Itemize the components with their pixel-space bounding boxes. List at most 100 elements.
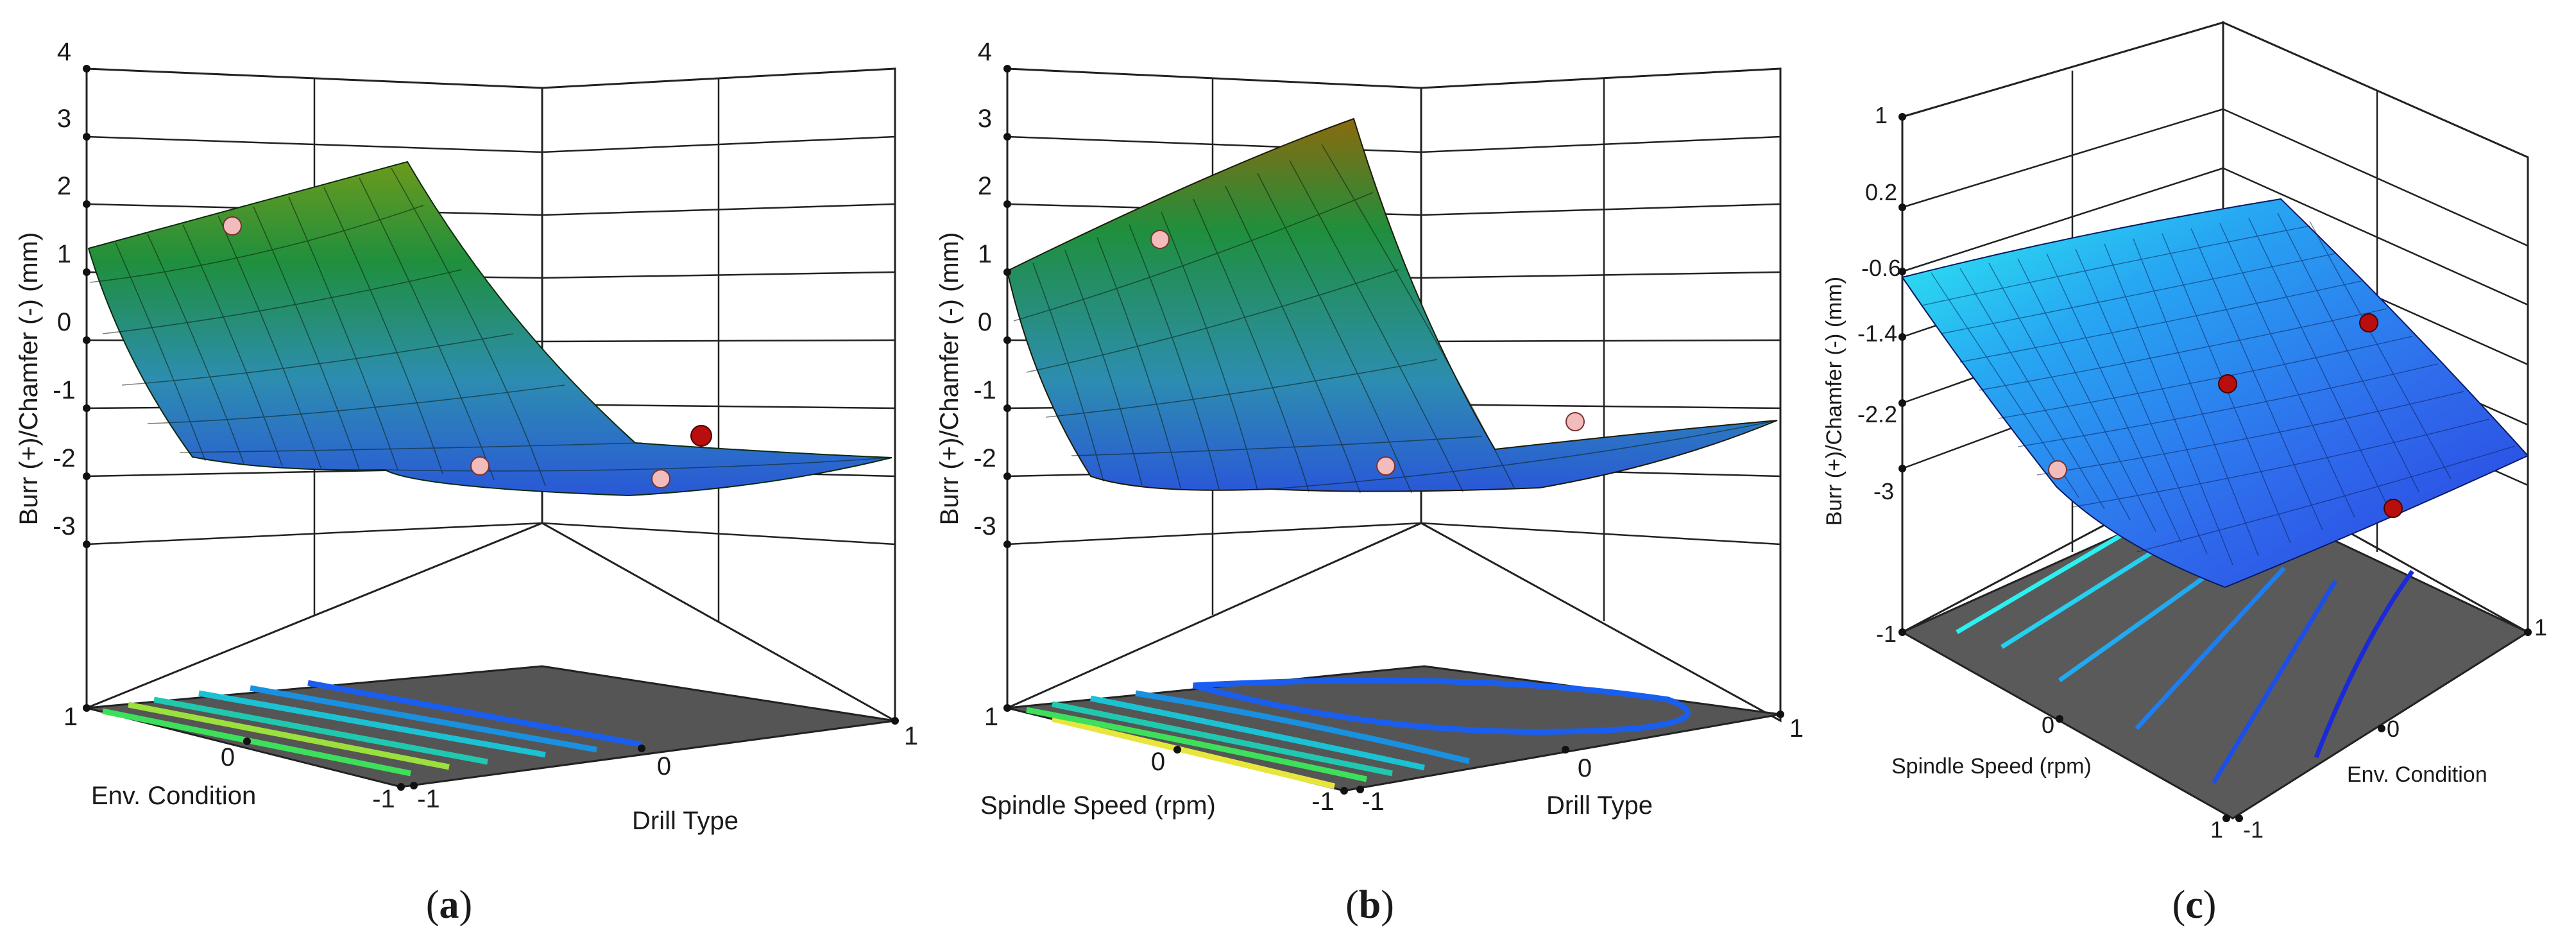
panel-b-caption-open: ( <box>1345 883 1359 927</box>
panel-c-z-label: Burr (+)/Chamfer (-) (mm) <box>1822 277 1847 526</box>
panel-c-contour-line <box>2000 534 2179 649</box>
panel-b-z-tick: 4 <box>978 38 992 66</box>
panel-b: 4 3 2 1 0 -1 -2 -3 Burr (+)/Chamfer (-) … <box>935 38 1804 927</box>
panel-b-x-tick: 1 <box>984 703 998 731</box>
panel-a-caption-close: ) <box>459 883 473 927</box>
panel-a-z-label: Burr (+)/Chamfer (-) (mm) <box>15 232 43 526</box>
panel-c-caption: (c) <box>2172 883 2217 927</box>
panel-b-z-tick: 0 <box>978 308 992 336</box>
panel-a-z-tick: -3 <box>53 512 76 540</box>
panel-b-caption-close: ) <box>1381 883 1394 927</box>
panel-b-z-tick: 2 <box>978 172 992 200</box>
panel-a-caption-open: ( <box>426 883 439 927</box>
panel-a-contour-line <box>307 680 642 748</box>
panel-c-z-tick: -2.2 <box>1857 401 1897 427</box>
panel-c-contour-line <box>2058 560 2228 682</box>
panel-c-design-point <box>2359 313 2378 332</box>
panel-a-z-tick: 4 <box>57 38 71 66</box>
panel-a-z-tick: 1 <box>57 240 71 268</box>
panel-b-z-tick: -2 <box>973 444 996 472</box>
panel-b-z-tick: -3 <box>973 512 996 540</box>
panel-a-z-tick: 0 <box>57 308 71 336</box>
panel-b-contour-line <box>1051 716 1336 789</box>
panel-a-design-point <box>690 425 712 447</box>
panel-c-design-point <box>2048 460 2067 479</box>
panel-c: 1 0.2 -0.6 -1.4 -2.2 -3 Burr (+)/Chamfer… <box>1822 21 2547 927</box>
panel-b-contour-line <box>1135 690 1471 764</box>
panel-b-caption: (b) <box>1345 883 1394 927</box>
panel-c-caption-open: ( <box>2172 883 2186 927</box>
panel-a-x-label: Env. Condition <box>91 782 256 810</box>
panel-c-z-tick: 0.2 <box>1865 179 1897 205</box>
panel-c-z-tick: 1 <box>1875 102 1888 128</box>
panel-c-contour-line <box>2135 566 2286 730</box>
panel-a-y-tick: 1 <box>904 722 918 750</box>
panel-b-z-label: Burr (+)/Chamfer (-) (mm) <box>935 232 964 526</box>
panel-c-design-point <box>2218 374 2237 393</box>
panel-c-z-tick: -3 <box>1873 478 1894 504</box>
panel-b-design-point <box>1565 412 1585 431</box>
panel-a-z-tick: -1 <box>53 376 76 404</box>
panel-a-design-point <box>223 216 242 236</box>
panel-a-design-point <box>470 456 490 476</box>
panel-b-axis-dots <box>1003 65 1784 795</box>
panel-b-y-tick: 1 <box>1789 714 1804 743</box>
panel-a-contour-line <box>128 702 450 770</box>
panel-c-x-tick: -1 <box>1876 621 1897 647</box>
panel-c-y-tick: 0 <box>2387 716 2400 742</box>
panel-b-design-point <box>1150 230 1170 249</box>
panel-b-contour-line <box>1052 701 1393 777</box>
panel-a-mesh <box>89 168 892 487</box>
panel-b-y-tick: -1 <box>1361 788 1385 816</box>
panel-c-axis-dots <box>1898 113 2532 822</box>
panel-c-z-tick: -1.4 <box>1857 320 1897 347</box>
panel-a-z-tick: -2 <box>53 444 76 472</box>
panel-a-axis-dots <box>83 65 899 791</box>
panel-c-contour-line <box>2212 580 2337 784</box>
panel-a-contour-line <box>250 685 597 753</box>
panel-a-surface <box>87 160 892 497</box>
panel-a-contour-line <box>153 696 488 765</box>
panel-c-y-tick: -1 <box>2243 816 2264 843</box>
panel-b-mesh <box>1013 144 1778 494</box>
panel-a-design-point <box>651 469 670 488</box>
panel-c-caption-letter: c <box>2185 883 2203 927</box>
panel-a-floor <box>86 665 896 788</box>
panel-a-y-tick: 0 <box>657 752 671 780</box>
panel-b-contours <box>1026 677 1691 789</box>
panel-a-caption-letter: a <box>439 883 459 927</box>
panel-a-x-tick: 1 <box>64 703 78 731</box>
panel-c-z-ticks: 1 0.2 -0.6 -1.4 -2.2 -3 <box>1857 102 1901 504</box>
panel-b-z-tick: -1 <box>973 376 996 404</box>
panel-b-right-wall <box>1420 67 1782 723</box>
panel-a-y-label: Drill Type <box>632 807 738 835</box>
panel-b-x-tick: -1 <box>1311 788 1335 816</box>
panel-b-design-point <box>1376 456 1395 476</box>
panel-c-contour-line <box>2314 569 2414 759</box>
panel-c-contour-line <box>1956 524 2138 635</box>
panel-c-mesh <box>1921 212 2516 565</box>
panel-b-contour-line <box>1026 707 1367 782</box>
panel-a-contour-line <box>198 690 546 758</box>
panel-a: 4 3 2 1 0 -1 -2 -3 Burr (+)/Chamfer (-) … <box>15 38 918 927</box>
panel-b-z-tick: 3 <box>978 105 992 133</box>
panel-c-surface <box>1901 198 2529 589</box>
panel-b-caption-letter: b <box>1359 883 1381 927</box>
panel-a-z-ticks: 4 3 2 1 0 -1 -2 -3 <box>53 38 76 540</box>
panel-b-y-label: Drill Type <box>1546 791 1653 820</box>
panel-a-z-tick: 2 <box>57 172 71 200</box>
panel-c-y-label: Env. Condition <box>2347 762 2487 787</box>
panel-c-y-tick: 1 <box>2534 614 2547 641</box>
panel-c-design-point <box>2384 499 2403 518</box>
panel-c-z-tick: -0.6 <box>1861 255 1901 281</box>
panel-b-x-label: Spindle Speed (rpm) <box>980 791 1216 820</box>
panel-c-x-tick: 0 <box>2042 712 2054 738</box>
panel-a-contours <box>102 680 642 777</box>
panel-b-x-tick: 0 <box>1151 748 1165 776</box>
panel-b-y-tick: 0 <box>1578 754 1592 782</box>
panel-a-x-tick: 0 <box>221 743 235 771</box>
panel-b-z-ticks: 4 3 2 1 0 -1 -2 -3 <box>973 38 996 540</box>
panel-c-x-tick: 1 <box>2210 816 2223 843</box>
panel-a-x-tick: -1 <box>372 785 395 813</box>
